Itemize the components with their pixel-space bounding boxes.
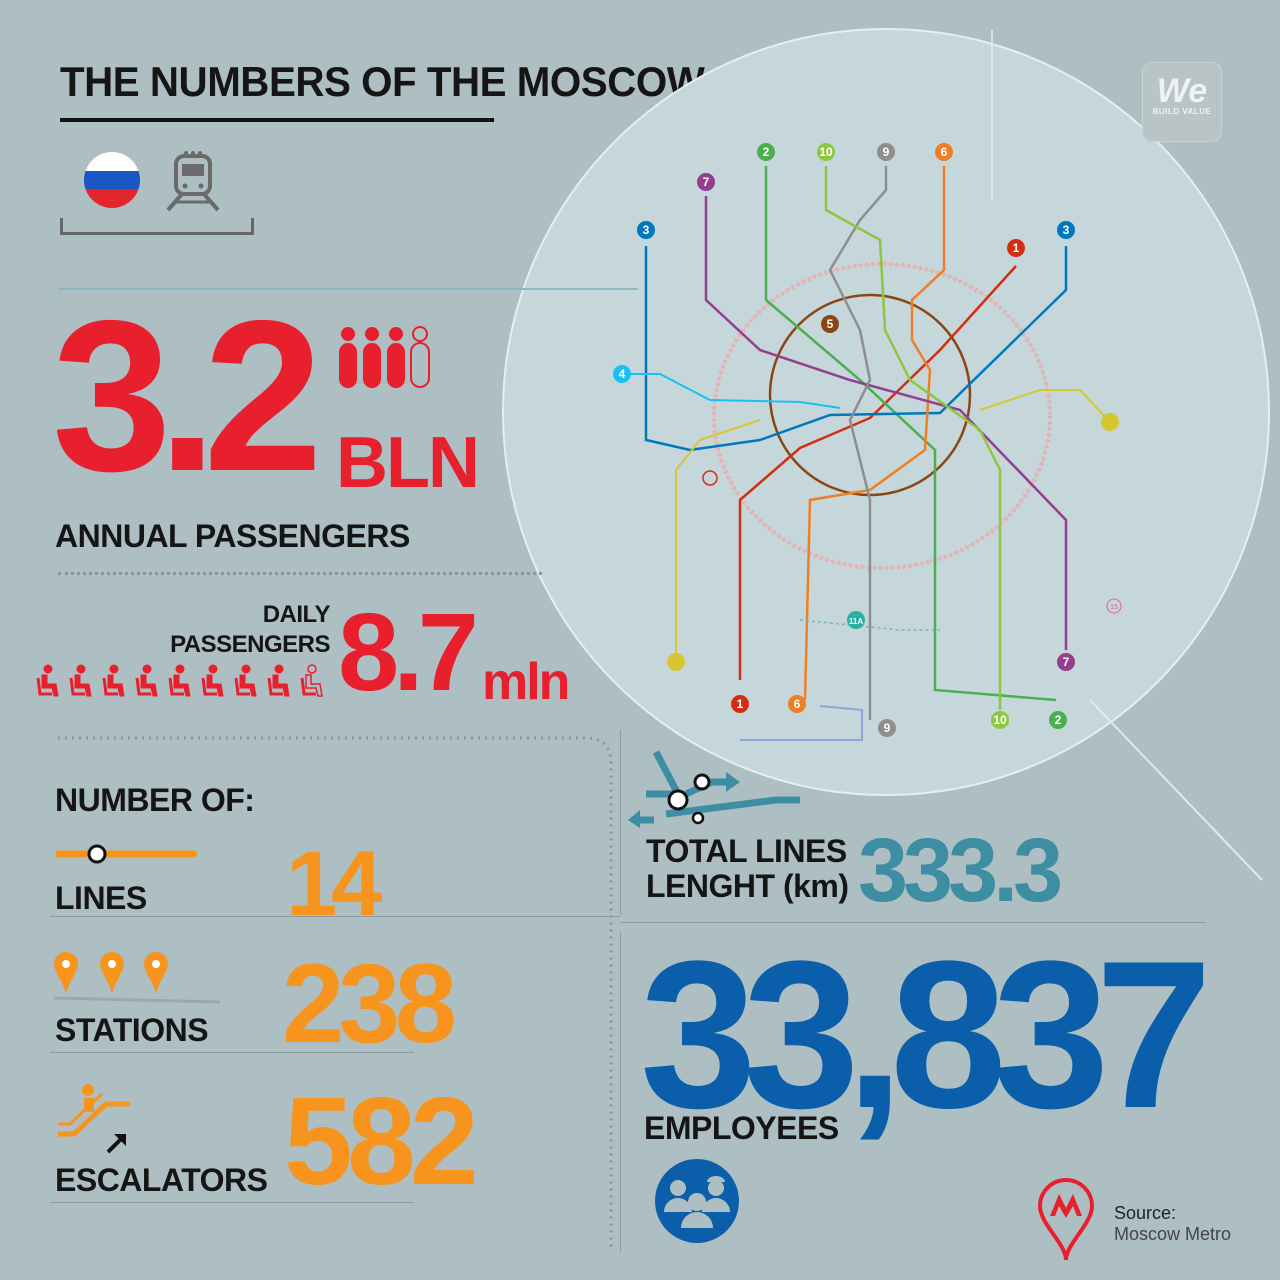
- number-of-heading: NUMBER OF:: [55, 782, 255, 818]
- employees-label: EMPLOYEES: [644, 1110, 839, 1146]
- svg-text:10: 10: [993, 713, 1007, 727]
- source-label: Source:: [1114, 1203, 1177, 1223]
- we-build-value-logo: We BUILD VALUE: [1142, 62, 1222, 142]
- dotted-section-border: [58, 736, 613, 1248]
- svg-text:10: 10: [819, 145, 833, 159]
- svg-text:1: 1: [737, 697, 744, 711]
- svg-text:2: 2: [1055, 713, 1062, 727]
- annual-passengers-label: ANNUAL PASSENGERS: [55, 518, 410, 554]
- dotted-divider: [58, 572, 542, 575]
- svg-text:2: 2: [763, 145, 770, 159]
- daily-passengers-value: 8.7: [338, 591, 479, 714]
- divider-line: [58, 288, 638, 290]
- stations-label: STATIONS: [55, 1012, 209, 1048]
- russia-flag-icon: [84, 152, 140, 208]
- svg-text:6: 6: [794, 697, 801, 711]
- row-divider: [50, 1202, 414, 1203]
- daily-passengers-unit: mln: [482, 653, 570, 711]
- title-underline: [60, 118, 494, 122]
- svg-text:9: 9: [883, 145, 890, 159]
- escalators-value: 582: [284, 1073, 479, 1211]
- row-divider: [50, 1052, 414, 1053]
- escalators-label: ESCALATORS: [55, 1162, 268, 1198]
- icon-bracket: [60, 218, 254, 235]
- employees-group-icon: [655, 1159, 739, 1243]
- train-icon: [166, 151, 220, 212]
- svg-text:5: 5: [827, 317, 834, 331]
- total-length-value: 333.3: [858, 821, 1063, 921]
- vertical-divider: [620, 932, 621, 1252]
- escalator-icon: [58, 1084, 130, 1154]
- moscow-metro-logo: [1037, 1177, 1095, 1261]
- line-icon: [56, 844, 198, 864]
- row-divider: [50, 916, 620, 917]
- vertical-divider: [620, 730, 621, 915]
- source-name: Moscow Metro: [1114, 1224, 1232, 1244]
- svg-text:11A: 11A: [849, 617, 863, 626]
- lines-label: LINES: [55, 880, 147, 916]
- employees-value: 33,837: [640, 917, 1212, 1152]
- annual-passengers-value: 3.2: [52, 275, 323, 516]
- svg-text:3: 3: [1063, 223, 1070, 237]
- svg-text:7: 7: [1063, 655, 1070, 669]
- svg-text:7: 7: [703, 175, 710, 189]
- daily-passengers-label: DAILY PASSENGERS: [170, 601, 330, 658]
- svg-text:9: 9: [884, 721, 891, 735]
- track-junction-icon: [628, 750, 800, 828]
- station-pin-icon: [53, 952, 221, 1004]
- row-divider: [620, 922, 1206, 923]
- stations-value: 238: [282, 941, 457, 1066]
- svg-text:6: 6: [941, 145, 948, 159]
- people-icon: [339, 326, 430, 388]
- svg-text:15: 15: [1110, 604, 1118, 611]
- svg-text:4: 4: [619, 367, 626, 381]
- svg-text:1: 1: [1013, 241, 1020, 255]
- svg-text:3: 3: [643, 223, 650, 237]
- total-length-label: TOTAL LINES LENGHT (km): [646, 833, 849, 904]
- lines-value: 14: [286, 833, 382, 935]
- annual-passengers-unit: BLN: [336, 423, 480, 503]
- seated-passengers-icon: [36, 664, 324, 698]
